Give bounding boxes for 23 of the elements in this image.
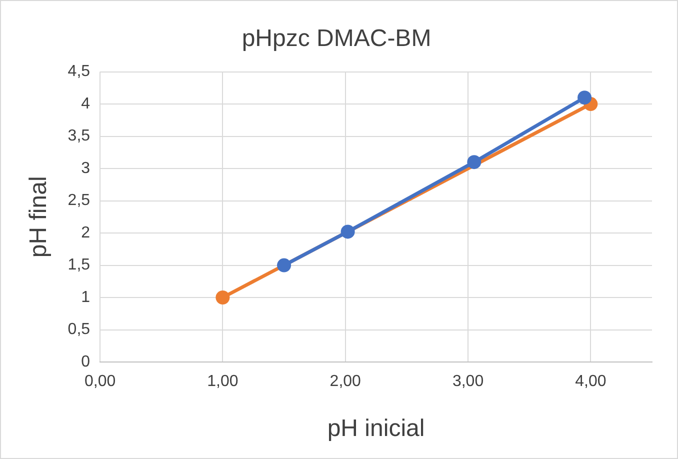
point — [467, 155, 482, 170]
chart-title: pHpzc DMAC-BM — [242, 25, 432, 52]
x-tick-label: 3,00 — [452, 373, 484, 390]
y-tick-label: 0,5 — [68, 321, 90, 338]
y-axis-title: pH final — [25, 176, 52, 258]
x-tick-label: 4,00 — [575, 373, 606, 390]
y-tick-label: 3,5 — [68, 128, 90, 145]
y-tick-label: 2,5 — [68, 192, 90, 210]
y-tick-label: 2 — [81, 224, 90, 242]
point — [277, 258, 292, 272]
x-tick-label: 2,00 — [330, 373, 362, 390]
y-tick-label: 3 — [81, 160, 90, 177]
point — [578, 90, 592, 105]
y-tick-label: 0 — [81, 353, 90, 370]
x-tick-label: 1,00 — [207, 373, 238, 390]
point — [216, 290, 230, 305]
y-tick-label: 4 — [81, 95, 90, 112]
point — [340, 224, 355, 239]
y-tick-label: 4,5 — [68, 63, 90, 80]
y-tick-label: 1 — [81, 288, 90, 306]
y-tick-label: 1,5 — [68, 256, 90, 274]
x-axis-title: pH inicial — [327, 415, 425, 442]
x-tick-label: 0,00 — [84, 373, 116, 390]
